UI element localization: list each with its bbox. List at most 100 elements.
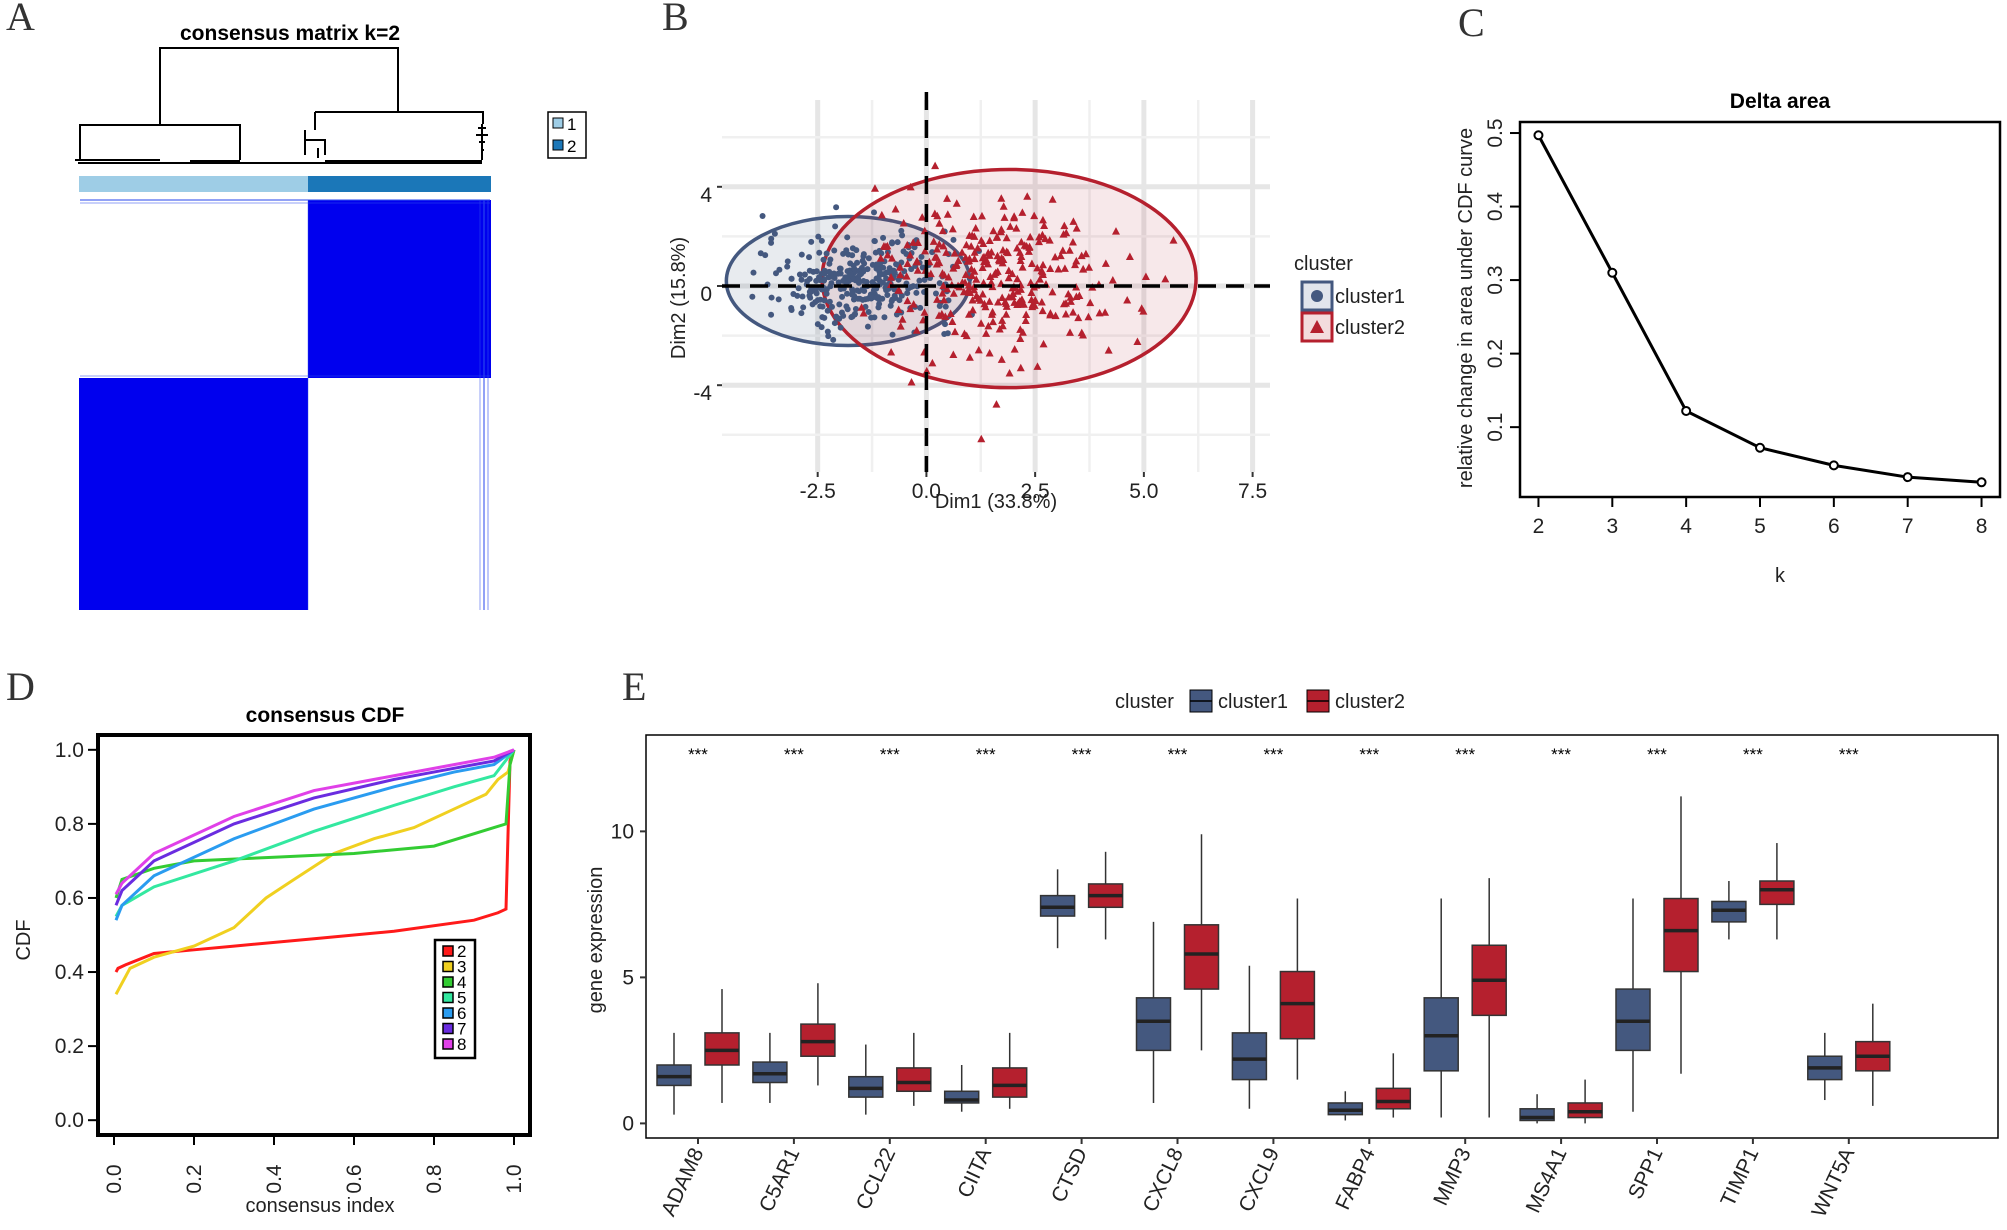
x-tick-label-5: 1.0 — [503, 1164, 526, 1193]
point-cluster1 — [784, 263, 791, 270]
point-cluster1 — [941, 321, 948, 328]
point-cluster2 — [1141, 272, 1150, 281]
point-cluster1 — [849, 245, 856, 252]
point-cluster2 — [1038, 306, 1047, 315]
delta-area-point-k3 — [1607, 267, 1618, 278]
panel-e-legend-title: cluster — [1115, 691, 1174, 713]
box-cluster2-CXCL8 — [1183, 924, 1220, 990]
point-cluster1 — [851, 311, 858, 318]
significance-SPP1: *** — [1647, 745, 1667, 764]
legend-swatch-2 — [552, 139, 564, 151]
point-cluster2 — [1060, 264, 1069, 272]
legend-label-k8: 8 — [457, 1035, 466, 1054]
point-cluster2 — [985, 236, 994, 245]
point-cluster1 — [815, 233, 822, 240]
point-cluster2 — [1056, 251, 1065, 260]
point-cluster1 — [866, 294, 873, 301]
heatmap-block-22 — [308, 378, 491, 610]
point-cluster1 — [898, 259, 905, 266]
significance-MS4A1: *** — [1551, 745, 1571, 764]
point-cluster1 — [843, 303, 850, 310]
point-cluster1 — [835, 279, 842, 286]
y-tick-label-3: 0.6 — [55, 887, 84, 910]
box-cluster2-CCL22 — [896, 1067, 932, 1093]
point-cluster2 — [1066, 297, 1075, 305]
point-cluster1 — [908, 266, 915, 273]
point-cluster2 — [1018, 208, 1027, 216]
point-cluster2 — [946, 309, 955, 318]
point-cluster1 — [876, 272, 883, 279]
x-tick-label-MS4A1: MS4A1 — [1522, 1144, 1572, 1216]
heatmap-block-12 — [308, 200, 491, 378]
point-cluster2 — [1016, 363, 1025, 372]
y-tick-label-1: 0.2 — [1484, 339, 1507, 368]
panel-c-xlabel: k — [1775, 565, 1786, 587]
point-cluster1 — [828, 303, 835, 310]
box-cluster1-CIITA — [943, 1090, 980, 1104]
point-cluster2 — [1040, 221, 1049, 230]
point-cluster2 — [986, 272, 995, 281]
point-cluster1 — [826, 260, 833, 267]
point-cluster2 — [912, 326, 921, 334]
point-cluster2 — [987, 248, 996, 256]
box-cluster1-CXCL8 — [1135, 997, 1172, 1052]
heatmap-block-21 — [79, 378, 308, 610]
point-cluster2 — [1075, 291, 1084, 300]
x-tick-label-CXCL8: CXCL8 — [1139, 1144, 1188, 1215]
point-cluster1 — [889, 331, 896, 338]
x-tick-label-4: 7.5 — [1238, 480, 1267, 503]
point-cluster1 — [910, 283, 917, 290]
panel-e-ylabel: gene expression — [585, 867, 607, 1014]
cdf-line-k5 — [114, 748, 516, 918]
point-cluster2 — [1006, 222, 1015, 230]
panel-label-d: D — [6, 664, 35, 709]
point-cluster2 — [928, 358, 937, 367]
point-cluster2 — [1046, 309, 1055, 317]
point-cluster2 — [949, 264, 958, 272]
point-cluster2 — [969, 212, 978, 221]
point-cluster2 — [1104, 346, 1113, 354]
point-cluster1 — [859, 257, 866, 264]
legend-swatch-k2 — [442, 945, 454, 957]
point-cluster1 — [771, 230, 778, 237]
point-cluster1 — [830, 336, 837, 343]
point-cluster2 — [968, 231, 977, 239]
point-cluster1 — [821, 297, 828, 304]
point-cluster1 — [916, 277, 923, 284]
point-cluster2 — [1035, 237, 1044, 246]
point-cluster2 — [973, 243, 982, 252]
point-cluster1 — [851, 266, 858, 273]
x-tick-label-4: 6 — [1828, 515, 1840, 538]
point-cluster2 — [981, 302, 990, 311]
legend-swatch-k6 — [442, 1007, 454, 1019]
point-cluster1 — [893, 261, 900, 268]
point-cluster2 — [1016, 256, 1025, 265]
heatmap-edge-noise — [80, 199, 490, 610]
point-cluster2 — [943, 210, 952, 218]
point-cluster2 — [932, 253, 941, 261]
point-cluster1 — [800, 304, 807, 311]
point-cluster1 — [861, 288, 868, 295]
point-cluster2 — [1085, 263, 1094, 271]
x-tick-label-CXCL9: CXCL9 — [1234, 1144, 1283, 1215]
point-cluster2 — [1111, 227, 1120, 235]
significance-FABP4: *** — [1359, 745, 1379, 764]
point-cluster2 — [1123, 296, 1132, 304]
x-tick-label-2: 2.5 — [1021, 480, 1050, 503]
point-cluster2 — [972, 291, 981, 300]
point-cluster2 — [998, 258, 1007, 267]
legend-key-cluster2 — [1300, 311, 1334, 343]
point-cluster2 — [1051, 311, 1060, 320]
point-cluster2 — [961, 270, 970, 279]
point-cluster1 — [865, 255, 872, 262]
panel-label-e: E — [622, 664, 646, 709]
point-cluster1 — [844, 290, 851, 297]
point-cluster2 — [933, 295, 942, 303]
point-cluster1 — [839, 293, 846, 300]
point-cluster1 — [813, 290, 820, 297]
point-cluster2 — [907, 377, 916, 386]
point-cluster2 — [1035, 232, 1044, 241]
point-cluster2 — [1018, 263, 1027, 271]
point-cluster1 — [875, 304, 882, 311]
point-cluster2 — [989, 226, 998, 235]
